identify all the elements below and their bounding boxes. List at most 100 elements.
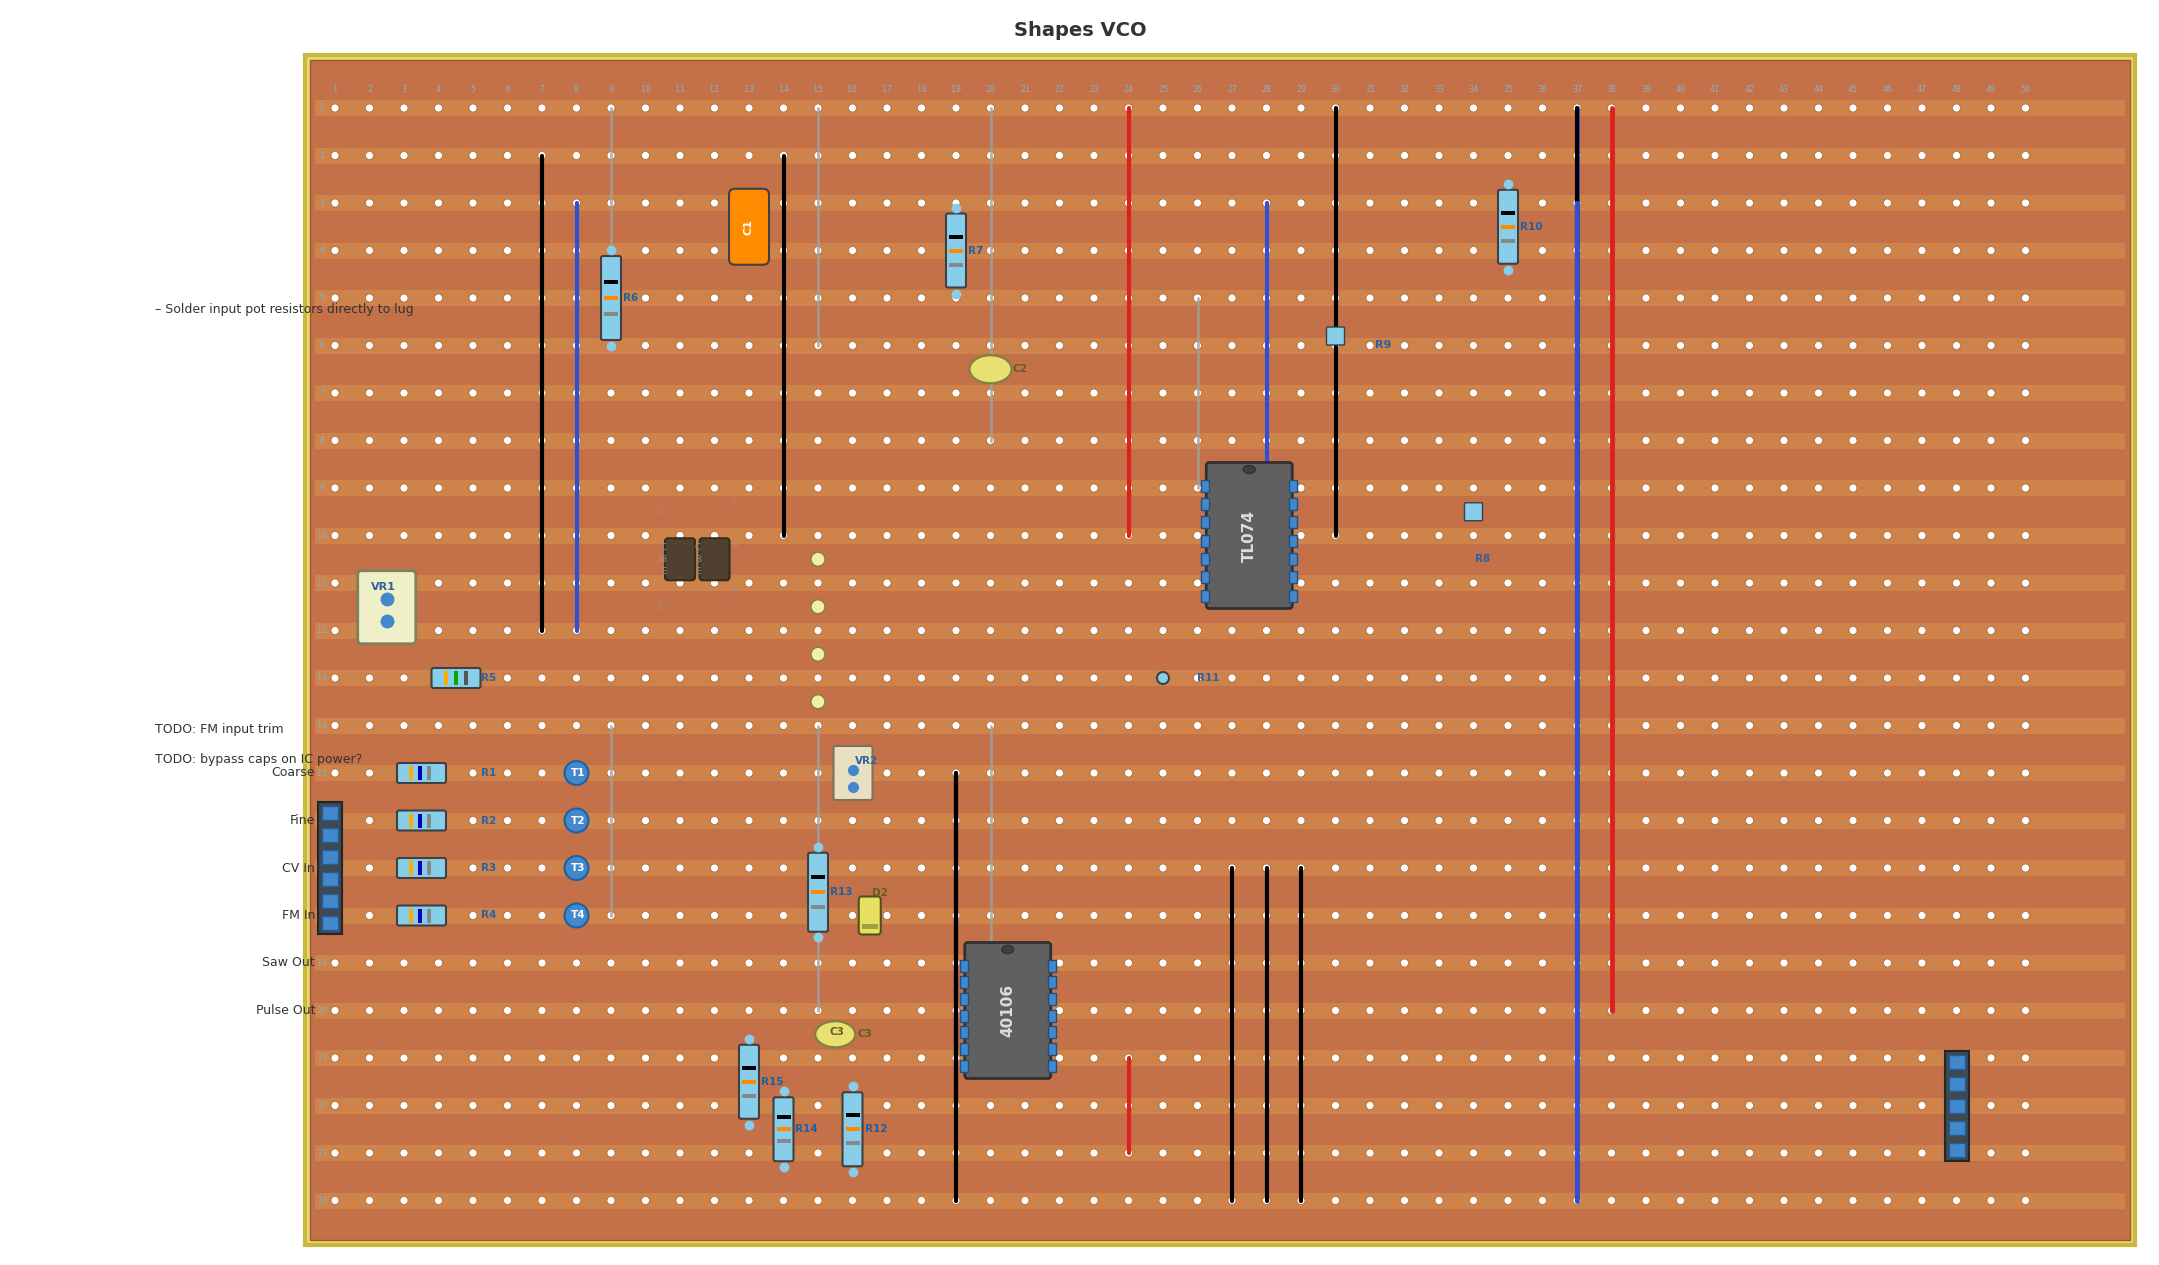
Circle shape (1263, 721, 1269, 730)
Circle shape (1643, 816, 1649, 825)
Circle shape (1056, 484, 1064, 492)
Text: 2: 2 (367, 86, 371, 95)
Circle shape (1608, 959, 1615, 966)
Circle shape (1744, 1102, 1753, 1109)
Circle shape (1367, 484, 1373, 492)
Text: C3: C3 (857, 1030, 872, 1040)
Circle shape (1470, 484, 1477, 492)
Circle shape (1090, 342, 1099, 349)
Circle shape (918, 626, 926, 635)
Circle shape (1125, 912, 1133, 920)
Circle shape (710, 104, 719, 113)
Circle shape (1952, 342, 1960, 349)
FancyBboxPatch shape (1464, 502, 1483, 521)
Circle shape (1710, 816, 1719, 825)
Circle shape (434, 1102, 443, 1109)
Circle shape (1710, 579, 1719, 587)
Circle shape (1159, 626, 1168, 635)
Circle shape (330, 152, 339, 159)
Circle shape (848, 579, 857, 587)
Circle shape (814, 247, 823, 254)
Circle shape (848, 626, 857, 635)
Text: 18: 18 (918, 86, 926, 95)
Circle shape (365, 959, 374, 966)
Circle shape (1332, 104, 1339, 113)
Circle shape (641, 104, 650, 113)
Circle shape (883, 152, 892, 159)
Circle shape (434, 1149, 443, 1157)
Circle shape (812, 600, 825, 614)
Circle shape (1779, 769, 1788, 777)
Circle shape (918, 342, 926, 349)
Circle shape (1263, 579, 1269, 587)
Circle shape (1883, 816, 1891, 825)
Circle shape (563, 856, 589, 880)
Circle shape (883, 769, 892, 777)
Circle shape (538, 247, 546, 254)
Circle shape (1952, 1197, 1960, 1204)
Circle shape (987, 864, 995, 872)
Circle shape (1986, 1102, 1995, 1109)
Circle shape (1332, 436, 1339, 444)
Circle shape (1505, 912, 1511, 920)
Circle shape (1883, 531, 1891, 539)
Circle shape (1056, 531, 1064, 539)
Text: 14: 14 (779, 86, 788, 95)
Circle shape (1194, 247, 1203, 254)
Circle shape (1608, 436, 1615, 444)
Circle shape (1470, 959, 1477, 966)
Circle shape (399, 247, 408, 254)
Circle shape (1779, 674, 1788, 682)
Circle shape (1021, 579, 1030, 587)
Circle shape (952, 390, 961, 397)
Circle shape (1263, 293, 1269, 302)
Bar (315, 1193, 2124, 1208)
Circle shape (1678, 1149, 1684, 1157)
Circle shape (434, 912, 443, 920)
Circle shape (1436, 626, 1442, 635)
Circle shape (1574, 579, 1580, 587)
Circle shape (1298, 959, 1304, 966)
Circle shape (1848, 247, 1857, 254)
Circle shape (1917, 1102, 1926, 1109)
Circle shape (1125, 1102, 1133, 1109)
Circle shape (779, 247, 788, 254)
Circle shape (1367, 1149, 1373, 1157)
Circle shape (1678, 531, 1684, 539)
Circle shape (1917, 390, 1926, 397)
Circle shape (1367, 152, 1373, 159)
Circle shape (1470, 1102, 1477, 1109)
Circle shape (1194, 674, 1203, 682)
Text: 3: 3 (320, 199, 324, 207)
Circle shape (607, 436, 615, 444)
Circle shape (641, 959, 650, 966)
Circle shape (779, 342, 788, 349)
Circle shape (1744, 484, 1753, 492)
Bar (961, 1009, 967, 1022)
Text: R10: R10 (1520, 221, 1542, 231)
Circle shape (1779, 816, 1788, 825)
Circle shape (1436, 104, 1442, 113)
Text: E: E (695, 567, 700, 576)
Circle shape (848, 721, 857, 730)
Text: C1: C1 (745, 219, 753, 235)
Text: 21: 21 (1019, 86, 1030, 95)
Circle shape (1194, 436, 1203, 444)
FancyBboxPatch shape (730, 188, 769, 264)
Circle shape (710, 579, 719, 587)
Circle shape (779, 674, 788, 682)
Text: 17: 17 (317, 864, 326, 873)
Circle shape (1574, 1102, 1580, 1109)
Circle shape (572, 1054, 581, 1063)
Circle shape (1367, 531, 1373, 539)
Circle shape (1194, 104, 1203, 113)
Circle shape (1470, 1149, 1477, 1157)
Circle shape (676, 199, 684, 207)
Circle shape (641, 1054, 650, 1063)
Circle shape (1298, 721, 1304, 730)
Circle shape (1159, 1102, 1168, 1109)
Circle shape (710, 1007, 719, 1015)
Circle shape (1744, 769, 1753, 777)
Bar (315, 576, 2124, 591)
Circle shape (883, 864, 892, 872)
